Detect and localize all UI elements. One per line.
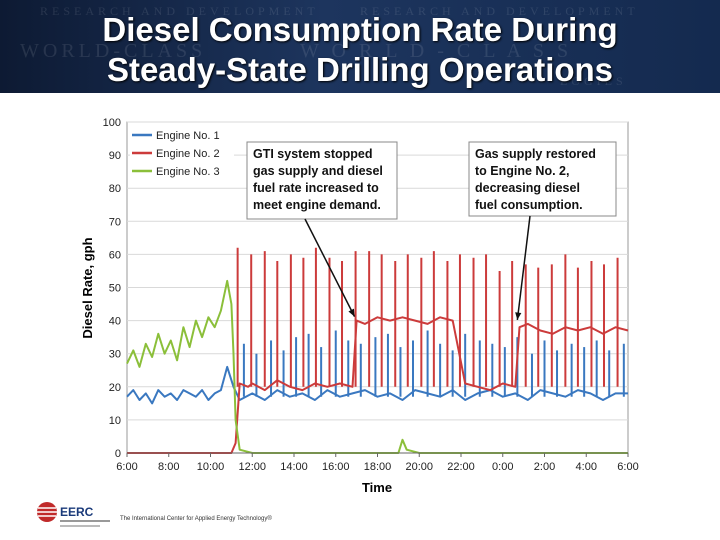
annotation-text: Gas supply restored	[475, 147, 596, 161]
x-tick-label: 12:00	[238, 461, 266, 473]
x-tick-label: 8:00	[158, 461, 179, 473]
banner-texture: W O R L D - C L A S S	[300, 40, 573, 62]
diesel-rate-chart: 0 10 20 30 40 50 60 70 80 90 100 6:00 8:00 10:00 12:00…	[80, 117, 639, 495]
series-line-engine-no-1	[126, 365, 628, 405]
logo-text: EERC	[60, 505, 94, 519]
x-tick-label: 16:00	[322, 461, 350, 473]
y-tick-label: 100	[103, 117, 121, 129]
annotation-text: to Engine No. 2,	[475, 164, 569, 178]
axes: 0 10 20 30 40 50 60 70 80 90 100 6:00 8:00 10:00 12:00…	[103, 117, 639, 473]
y-tick-label: 20	[109, 382, 121, 394]
annotation-arrow	[516, 215, 531, 321]
annotation-text: decreasing diesel	[475, 181, 580, 195]
slide-title-line2: Steady-State Drilling Operations	[106, 51, 614, 88]
y-tick-label: 10	[109, 415, 121, 427]
annotation-text: meet engine demand.	[253, 198, 381, 212]
title-banner: RESEARCH AND DEVELOPMENT WORLD-CLASS RES…	[0, 0, 720, 93]
legend: Engine No. 1 Engine No. 2 Engine No. 3	[130, 125, 234, 181]
annotation-box	[246, 141, 398, 220]
y-tick-label: 50	[109, 283, 121, 295]
banner-texture: RESEARCH AND DEVELOPMENT	[40, 4, 319, 18]
banner-texture: WORLD-CLASS	[20, 40, 207, 62]
x-tick-label: 4:00	[576, 461, 597, 473]
slide-title: Diesel Consumption Rate During Steady-St…	[0, 10, 720, 90]
x-tick-label: 22:00	[447, 461, 475, 473]
y-tick-label: 80	[109, 183, 121, 195]
annotation-arrow	[304, 218, 356, 317]
y-tick-label: 0	[115, 448, 121, 460]
slide-title-line1: Diesel Consumption Rate During	[102, 11, 618, 48]
x-tick-label: 0:00	[492, 461, 513, 473]
annotation-arrowhead	[348, 308, 355, 317]
annotation-box	[468, 141, 617, 217]
x-tick-label: 18:00	[364, 461, 392, 473]
annotation-text: GTI system stopped	[253, 147, 372, 161]
y-tick-label: 90	[109, 150, 121, 162]
y-tick-label: 30	[109, 349, 121, 361]
banner-texture: LOGIES	[560, 74, 627, 88]
annotation-text: gas supply and diesel	[253, 164, 383, 178]
x-tick-label: 2:00	[534, 461, 555, 473]
footer-text: The International Center for Applied Ene…	[120, 516, 272, 522]
x-tick-label: 20:00	[405, 461, 433, 473]
legend-label: Engine No. 1	[156, 130, 220, 142]
x-tick-label: 14:00	[280, 461, 308, 473]
legend-label: Engine No. 2	[156, 148, 220, 160]
annotation-text: fuel consumption.	[475, 198, 583, 212]
x-axis-label: Time	[362, 480, 392, 495]
y-tick-label: 60	[109, 249, 121, 261]
x-tick-label: 6:00	[116, 461, 137, 473]
y-tick-label: 70	[109, 216, 121, 228]
annotation-arrowhead	[515, 312, 522, 320]
annotation-text: fuel rate increased to	[253, 181, 379, 195]
eerc-logo: EERC	[37, 502, 110, 527]
annotations: GTI system stopped gas supply and diesel f…	[246, 141, 617, 321]
legend-label: Engine No. 3	[156, 166, 220, 178]
spike-marks	[236, 247, 625, 397]
y-tick-label: 40	[109, 316, 121, 328]
y-axis-label: Diesel Rate, gph	[80, 237, 95, 338]
x-tick-label: 10:00	[197, 461, 225, 473]
banner-texture: RESEARCH AND DEVELOPMENT	[360, 4, 639, 18]
x-tick-label: 6:00	[617, 461, 638, 473]
series-line-engine-no-2	[127, 316, 629, 454]
